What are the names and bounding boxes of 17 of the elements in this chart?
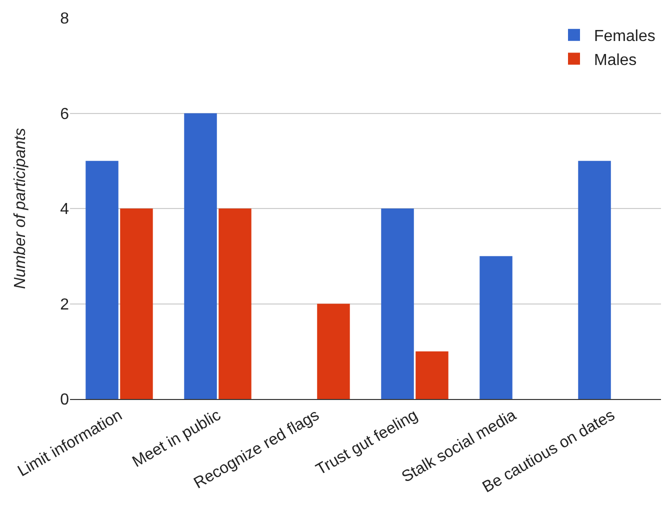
y-tick-label: 2 (60, 296, 70, 314)
y-tick-label: 4 (60, 201, 70, 218)
legend-label: Females (594, 28, 656, 46)
bar (381, 208, 414, 399)
y-axis-title: Number of participants (12, 128, 29, 289)
y-tick-label: 8 (60, 10, 70, 28)
bar (416, 351, 448, 399)
bar (218, 208, 252, 399)
y-tick-label: 6 (60, 106, 70, 123)
legend-label: Males (594, 52, 637, 69)
bar (578, 160, 611, 399)
bar (120, 208, 153, 399)
bar (184, 113, 217, 399)
bar (86, 160, 118, 399)
bar (480, 256, 512, 399)
y-tick-label: 0 (60, 392, 70, 409)
bar (317, 304, 350, 399)
